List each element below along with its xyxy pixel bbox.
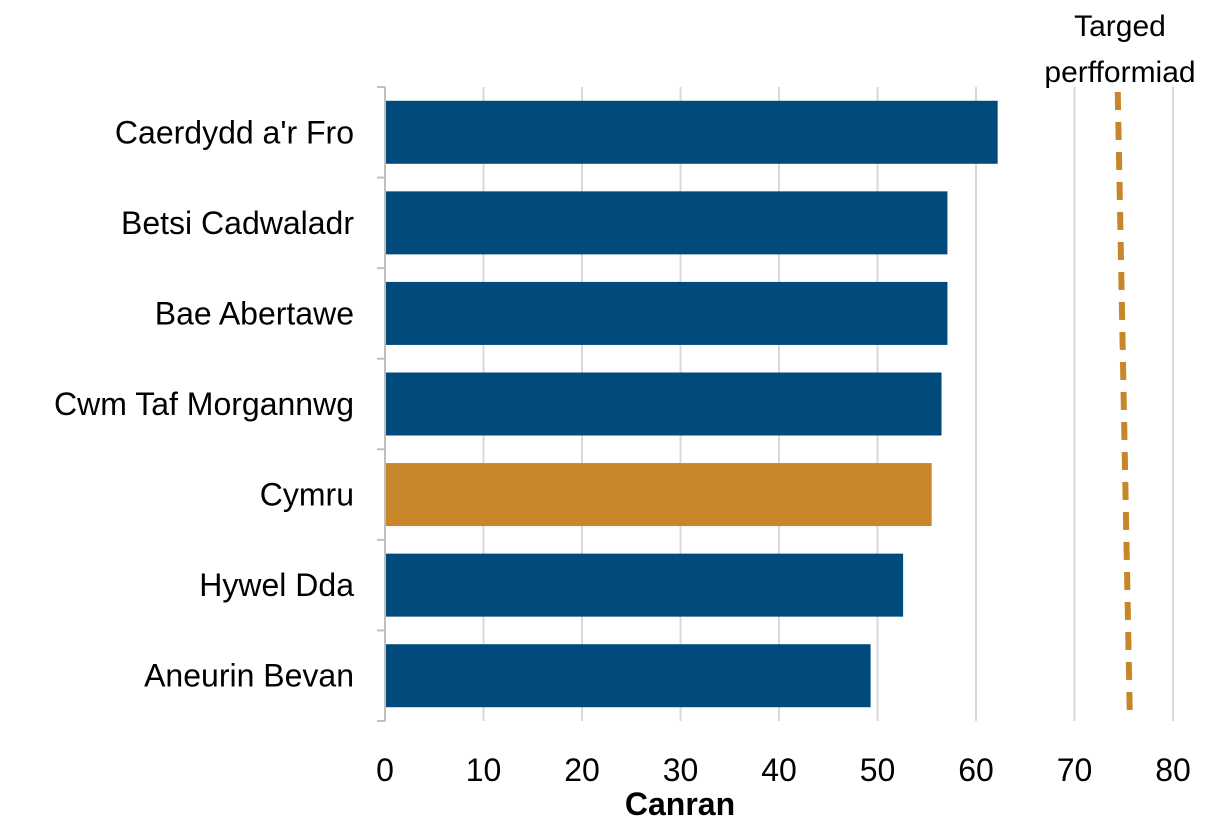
bar	[385, 644, 871, 708]
target-label-line1: Targed	[1074, 10, 1166, 43]
category-label: Bae Abertawe	[155, 295, 354, 331]
target-line	[1114, 91, 1133, 713]
target-line-group	[1114, 91, 1133, 713]
category-label: Hywel Dda	[199, 567, 354, 603]
x-axis-title: Canran	[625, 786, 735, 822]
x-tick-labels: 0 10 20 30 40 50 60 70 80	[376, 752, 1191, 788]
x-tick-label: 10	[466, 752, 502, 788]
x-tick-label: 40	[761, 752, 797, 788]
bar	[385, 463, 932, 527]
x-tick-label: 70	[1057, 752, 1093, 788]
category-label: Aneurin Bevan	[144, 658, 354, 694]
category-label: Betsi Cadwaladr	[121, 205, 354, 241]
bar	[385, 281, 948, 345]
bars	[385, 100, 998, 708]
y-axis	[377, 86, 386, 722]
x-tick-label: 80	[1155, 752, 1191, 788]
category-labels: Caerdydd a'r Fro Betsi Cadwaladr Bae Abert…	[54, 114, 354, 693]
target-label-line2: perfformiad	[1044, 56, 1195, 89]
category-label: Cwm Taf Morgannwg	[54, 386, 354, 422]
bar	[385, 372, 942, 436]
category-label: Cymru	[260, 477, 354, 513]
bar	[385, 191, 948, 255]
x-tick-label: 50	[860, 752, 896, 788]
x-tick-label: 0	[376, 752, 394, 788]
bar	[385, 100, 998, 164]
category-label: Caerdydd a'r Fro	[115, 114, 354, 150]
x-tick-label: 30	[663, 752, 699, 788]
x-tick-label: 20	[564, 752, 600, 788]
x-tick-label: 60	[958, 752, 994, 788]
bar	[385, 553, 904, 617]
